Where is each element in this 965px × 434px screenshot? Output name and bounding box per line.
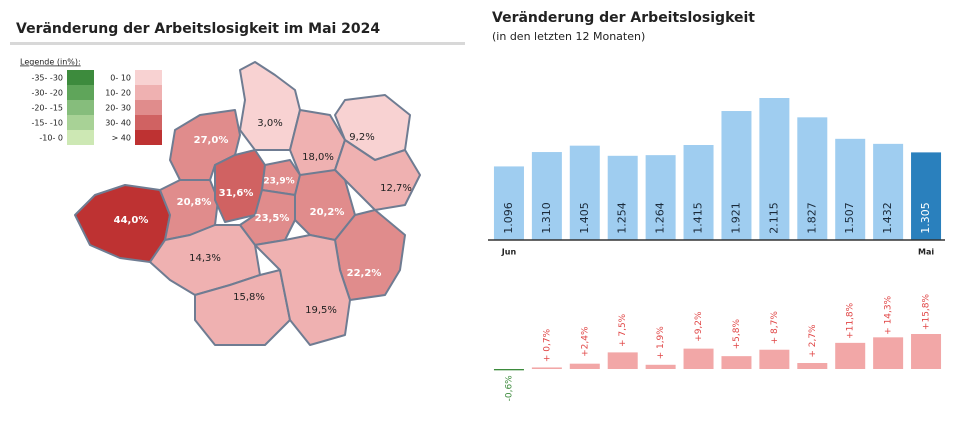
bar [835, 138, 866, 240]
legend-label: 30- 40 [105, 119, 131, 128]
legend-swatch [67, 70, 94, 85]
legend-swatch [67, 115, 94, 130]
bar [911, 334, 942, 369]
legend-swatch [135, 70, 162, 85]
bar [493, 166, 524, 240]
region-label: 3,0% [257, 118, 282, 129]
region-label: 31,6% [219, 188, 254, 199]
legend-swatch [135, 130, 162, 145]
chart-title: Veränderung der Arbeitslosigkeit [492, 10, 755, 26]
bar-value-label: 1.310 [540, 202, 553, 234]
bar [683, 348, 714, 369]
bar [645, 155, 676, 240]
x-tick-label: Jun [501, 248, 517, 257]
bar [911, 152, 942, 240]
bar-value-label: +9,2% [694, 311, 704, 342]
bar [797, 117, 828, 240]
region-label: 27,0% [194, 135, 229, 146]
bar [607, 352, 638, 369]
bar-value-label: + 14,3% [884, 295, 894, 334]
x-tick-label: Mai [918, 248, 934, 257]
bar [493, 369, 524, 371]
bar-value-label: 1.415 [692, 202, 705, 234]
region-label: 23,9% [263, 177, 294, 187]
chart-subtitle: (in den letzten 12 Monaten) [492, 30, 645, 43]
bar [759, 98, 790, 240]
bar-value-label: 1.254 [616, 202, 629, 234]
bar-value-label: + 1,9% [656, 326, 666, 360]
legend-title: Legende (in%): [20, 58, 81, 67]
bar [645, 364, 676, 369]
region-label: 20,2% [310, 207, 345, 218]
map-title: Veränderung der Arbeitslosigkeit im Mai … [16, 21, 380, 37]
legend-swatch [67, 130, 94, 145]
legend-label: -30- -20 [31, 89, 63, 98]
region-label: 9,2% [349, 132, 374, 143]
bar-value-label: 1.264 [654, 202, 667, 234]
bar-value-label: 1.507 [843, 202, 856, 234]
map-region [239, 61, 301, 151]
bar-value-label: + 7,5% [618, 313, 628, 347]
bar [873, 337, 904, 369]
bar-value-label: -0,6% [504, 375, 514, 402]
bar [569, 363, 600, 369]
legend-label: 0- 10 [110, 74, 131, 83]
region-label: 20,8% [177, 197, 212, 208]
bar [531, 152, 562, 240]
legend-swatch [135, 85, 162, 100]
region-label: 23,5% [255, 213, 290, 224]
region-label: 14,3% [189, 253, 221, 264]
legend-label: -15- -10 [31, 119, 63, 128]
bar [797, 363, 828, 369]
bar-value-label: +11,8% [846, 302, 856, 339]
bar [569, 145, 600, 240]
bar-value-label: + 0,7% [542, 328, 552, 362]
legend-swatch [135, 115, 162, 130]
bar [759, 349, 790, 369]
bar-value-label: 1.921 [729, 202, 742, 234]
bar-value-label: 1.432 [881, 202, 894, 234]
title-rule [10, 42, 465, 45]
region-label: 12,7% [380, 183, 412, 194]
map-region [254, 234, 351, 346]
region-label: 15,8% [233, 292, 265, 303]
bar [721, 111, 752, 241]
legend-label: -35- -30 [31, 74, 63, 83]
bar-value-label: 1.827 [805, 202, 818, 234]
legend-label: -10- 0 [39, 134, 63, 143]
legend-label: 10- 20 [105, 89, 131, 98]
bar [721, 356, 752, 369]
legend-label: 20- 30 [105, 104, 131, 113]
legend-label: -20- -15 [31, 104, 63, 113]
bar-value-label: 1.405 [578, 202, 591, 234]
bar-value-label: +2,4% [580, 326, 590, 357]
legend-swatch [135, 100, 162, 115]
bar [683, 144, 714, 240]
region-label: 22,2% [347, 268, 382, 279]
bar [531, 367, 562, 369]
legend-swatch [67, 85, 94, 100]
bar [835, 342, 866, 369]
region-label: 44,0% [114, 215, 149, 226]
bar-value-label: +5,8% [732, 319, 742, 350]
region-label: 18,0% [302, 152, 334, 163]
legend-label: > 40 [112, 134, 131, 143]
bar-value-label: + 8,7% [770, 311, 780, 345]
bar-value-label: + 2,7% [808, 324, 818, 358]
bar-value-label: 1.305 [919, 202, 932, 234]
bar [873, 143, 904, 240]
bar-value-label: 1.096 [502, 202, 515, 234]
legend-swatch [67, 100, 94, 115]
bar [607, 155, 638, 240]
bar-value-label: 2.115 [767, 202, 780, 234]
bar-value-label: +15,8% [922, 293, 932, 330]
region-label: 19,5% [305, 305, 337, 316]
